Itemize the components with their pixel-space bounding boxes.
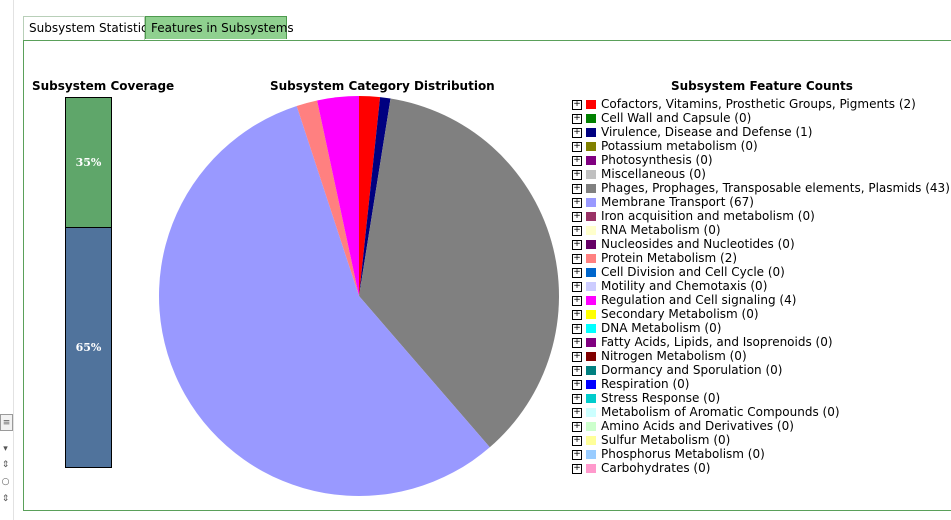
legend-label: Cofactors, Vitamins, Prosthetic Groups, … bbox=[601, 97, 916, 111]
legend-label: Miscellaneous (0) bbox=[601, 167, 706, 181]
legend-swatch bbox=[586, 240, 596, 249]
legend-swatch bbox=[586, 170, 596, 179]
expand-icon[interactable]: + bbox=[572, 211, 582, 222]
legend-label: Cell Division and Cell Cycle (0) bbox=[601, 265, 785, 279]
legend-label: RNA Metabolism (0) bbox=[601, 223, 721, 237]
coverage-bar-uncovered: 65% bbox=[65, 227, 112, 468]
expand-icon[interactable]: + bbox=[572, 141, 582, 152]
tab-subsystem-statistics[interactable]: Subsystem Statistics bbox=[23, 16, 154, 41]
legend-swatch bbox=[586, 296, 596, 305]
legend-swatch bbox=[586, 282, 596, 291]
legend-swatch bbox=[586, 184, 596, 193]
legend-swatch bbox=[586, 352, 596, 361]
legend-label: Secondary Metabolism (0) bbox=[601, 307, 759, 321]
pie-chart-title: Subsystem Category Distribution bbox=[270, 79, 495, 93]
list-icon[interactable]: ≡ bbox=[0, 414, 13, 431]
expand-icon[interactable]: + bbox=[572, 351, 582, 362]
legend-label: Regulation and Cell signaling (4) bbox=[601, 293, 797, 307]
expand-icon[interactable]: + bbox=[572, 295, 582, 306]
expand-icon[interactable]: + bbox=[572, 281, 582, 292]
legend-label: Phosphorus Metabolism (0) bbox=[601, 447, 765, 461]
coverage-title: Subsystem Coverage bbox=[32, 79, 175, 93]
legend-swatch bbox=[586, 436, 596, 445]
legend-swatch bbox=[586, 324, 596, 333]
legend-swatch bbox=[586, 338, 596, 347]
expand-icon[interactable]: + bbox=[572, 169, 582, 180]
expand-icon[interactable]: + bbox=[572, 435, 582, 446]
legend-label: Potassium metabolism (0) bbox=[601, 139, 758, 153]
legend-label: Virulence, Disease and Defense (1) bbox=[601, 125, 813, 139]
legend-swatch bbox=[586, 198, 596, 207]
expand-icon[interactable]: + bbox=[572, 225, 582, 236]
legend-label: Nucleosides and Nucleotides (0) bbox=[601, 237, 795, 251]
expand-icon[interactable]: + bbox=[572, 127, 582, 138]
legend-label: Carbohydrates (0) bbox=[601, 461, 711, 475]
sort-icon[interactable]: ⇕ bbox=[1, 494, 10, 504]
legend-swatch bbox=[586, 394, 596, 403]
expand-icon[interactable]: + bbox=[572, 449, 582, 460]
chevron-down-icon[interactable]: ▾ bbox=[3, 444, 8, 454]
legend-label: Dormancy and Sporulation (0) bbox=[601, 363, 783, 377]
expand-icon[interactable]: + bbox=[572, 365, 582, 376]
legend-swatch bbox=[586, 310, 596, 319]
expand-icon[interactable]: + bbox=[572, 323, 582, 334]
expand-icon[interactable]: + bbox=[572, 393, 582, 404]
expand-icon[interactable]: + bbox=[572, 183, 582, 194]
expand-icon[interactable]: + bbox=[572, 421, 582, 432]
legend-label: Amino Acids and Derivatives (0) bbox=[601, 419, 794, 433]
legend-label: Motility and Chemotaxis (0) bbox=[601, 279, 768, 293]
legend-label: DNA Metabolism (0) bbox=[601, 321, 722, 335]
legend-label: Iron acquisition and metabolism (0) bbox=[601, 209, 815, 223]
expand-icon[interactable]: + bbox=[572, 309, 582, 320]
legend-swatch bbox=[586, 226, 596, 235]
legend-swatch bbox=[586, 268, 596, 277]
legend-swatch bbox=[586, 366, 596, 375]
expand-icon[interactable]: + bbox=[572, 379, 582, 390]
legend-swatch bbox=[586, 254, 596, 263]
legend-label: Stress Response (0) bbox=[601, 391, 721, 405]
legend-swatch bbox=[586, 100, 596, 109]
coverage-bar-covered: 35% bbox=[65, 97, 112, 228]
legend-swatch bbox=[586, 408, 596, 417]
legend-label: Membrane Transport (67) bbox=[601, 195, 754, 209]
up-down-icon[interactable]: ⇕ bbox=[1, 460, 10, 470]
tab-features-in-subsystems[interactable]: Features in Subsystems bbox=[145, 16, 294, 39]
legend-swatch bbox=[586, 156, 596, 165]
expand-icon[interactable]: + bbox=[572, 155, 582, 166]
legend-label: Protein Metabolism (2) bbox=[601, 251, 738, 265]
expand-icon[interactable]: + bbox=[572, 407, 582, 418]
circle-icon[interactable]: ○ bbox=[1, 477, 10, 487]
legend-label: Respiration (0) bbox=[601, 377, 690, 391]
legend-label: Sulfur Metabolism (0) bbox=[601, 433, 731, 447]
expand-icon[interactable]: + bbox=[572, 99, 582, 110]
expand-icon[interactable]: + bbox=[572, 463, 582, 474]
legend-label: Metabolism of Aromatic Compounds (0) bbox=[601, 405, 840, 419]
left-sidebar-strip: ≡ ▾ ⇕ ○ ⇕ bbox=[0, 0, 14, 520]
legend-label: Phages, Prophages, Transposable elements… bbox=[601, 181, 950, 195]
legend-title: Subsystem Feature Counts bbox=[671, 79, 853, 93]
legend-swatch bbox=[586, 422, 596, 431]
expand-icon[interactable]: + bbox=[572, 337, 582, 348]
expand-icon[interactable]: + bbox=[572, 197, 582, 208]
legend-label: Fatty Acids, Lipids, and Isoprenoids (0) bbox=[601, 335, 833, 349]
legend-swatch bbox=[586, 450, 596, 459]
legend-swatch bbox=[586, 380, 596, 389]
legend-label: Cell Wall and Capsule (0) bbox=[601, 111, 752, 125]
legend-swatch bbox=[586, 128, 596, 137]
expand-icon[interactable]: + bbox=[572, 253, 582, 264]
expand-icon[interactable]: + bbox=[572, 267, 582, 278]
legend-label: Nitrogen Metabolism (0) bbox=[601, 349, 747, 363]
expand-icon[interactable]: + bbox=[572, 113, 582, 124]
legend-swatch bbox=[586, 142, 596, 151]
legend-swatch bbox=[586, 464, 596, 473]
legend-label: Photosynthesis (0) bbox=[601, 153, 713, 167]
expand-icon[interactable]: + bbox=[572, 239, 582, 250]
legend-swatch bbox=[586, 212, 596, 221]
legend-swatch bbox=[586, 114, 596, 123]
